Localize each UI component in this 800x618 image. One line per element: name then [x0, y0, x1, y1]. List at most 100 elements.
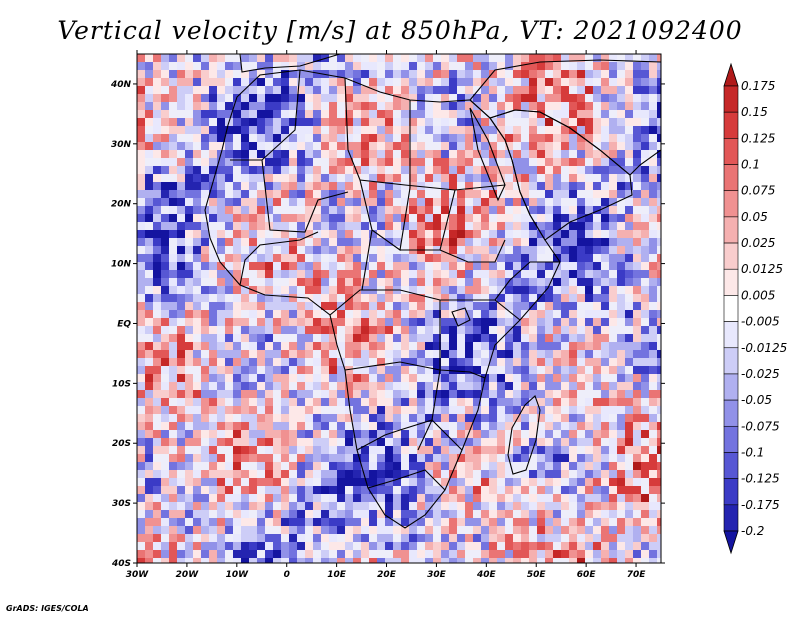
field-cell: [193, 110, 201, 118]
field-cell: [513, 246, 521, 254]
field-cell: [649, 182, 657, 190]
field-cell: [273, 542, 281, 550]
field-cell: [249, 230, 257, 238]
field-cell: [457, 366, 465, 374]
field-cell: [649, 526, 657, 534]
field-cell: [305, 246, 313, 254]
field-cell: [609, 198, 617, 206]
field-cell: [313, 190, 321, 198]
field-cell: [577, 118, 585, 126]
field-cell: [169, 310, 177, 318]
field-cell: [601, 70, 609, 78]
field-cell: [345, 510, 353, 518]
field-cell: [481, 246, 489, 254]
field-cell: [185, 534, 193, 542]
field-cell: [297, 486, 305, 494]
field-cell: [545, 414, 553, 422]
field-cell: [641, 190, 649, 198]
field-cell: [633, 302, 641, 310]
field-cell: [353, 94, 361, 102]
field-cell: [153, 518, 161, 526]
field-cell: [393, 510, 401, 518]
field-cell: [225, 486, 233, 494]
field-cell: [361, 310, 369, 318]
field-cell: [537, 70, 545, 78]
field-cell: [289, 478, 297, 486]
field-cell: [481, 382, 489, 390]
field-cell: [337, 86, 345, 94]
field-cell: [137, 430, 145, 438]
field-cell: [473, 422, 481, 430]
field-cell: [321, 326, 329, 334]
field-cell: [297, 558, 305, 563]
field-cell: [377, 166, 385, 174]
colorbar-level-label: -0.125: [741, 472, 780, 486]
field-cell: [529, 294, 537, 302]
field-cell: [329, 286, 337, 294]
colorbar-level-label: 0.025: [741, 236, 775, 250]
field-cell: [593, 54, 601, 62]
field-cell: [361, 158, 369, 166]
field-cell: [577, 270, 585, 278]
field-cell: [361, 502, 369, 510]
colorbar-swatch: [723, 425, 739, 453]
field-cell: [433, 270, 441, 278]
field-cell: [465, 190, 473, 198]
field-cell: [281, 518, 289, 526]
field-cell: [297, 414, 305, 422]
field-cell: [385, 70, 393, 78]
field-cell: [297, 398, 305, 406]
field-cell: [433, 222, 441, 230]
field-cell: [449, 350, 457, 358]
field-cell: [265, 62, 273, 70]
field-cell: [601, 350, 609, 358]
field-cell: [297, 102, 305, 110]
field-cell: [521, 350, 529, 358]
field-cell: [361, 206, 369, 214]
field-cell: [209, 486, 217, 494]
field-cell: [513, 358, 521, 366]
field-cell: [417, 102, 425, 110]
field-cell: [305, 558, 313, 563]
field-cell: [593, 470, 601, 478]
field-cell: [145, 110, 153, 118]
field-cell: [633, 366, 641, 374]
field-cell: [465, 310, 473, 318]
field-cell: [329, 502, 337, 510]
field-cell: [225, 462, 233, 470]
field-cell: [545, 206, 553, 214]
field-cell: [177, 310, 185, 318]
field-cell: [385, 142, 393, 150]
field-cell: [257, 294, 265, 302]
field-cell: [529, 142, 537, 150]
field-cell: [473, 350, 481, 358]
field-cell: [313, 134, 321, 142]
field-cell: [201, 310, 209, 318]
field-cell: [345, 518, 353, 526]
field-cell: [185, 510, 193, 518]
field-cell: [553, 382, 561, 390]
field-cell: [233, 126, 241, 134]
field-cell: [145, 510, 153, 518]
field-cell: [417, 534, 425, 542]
field-cell: [529, 278, 537, 286]
field-cell: [449, 550, 457, 558]
field-cell: [289, 438, 297, 446]
field-cell: [497, 398, 505, 406]
field-cell: [545, 230, 553, 238]
field-cell: [137, 286, 145, 294]
field-cell: [657, 486, 661, 494]
field-cell: [417, 294, 425, 302]
field-cell: [521, 510, 529, 518]
field-cell: [233, 158, 241, 166]
field-cell: [369, 366, 377, 374]
field-cell: [633, 358, 641, 366]
field-cell: [193, 302, 201, 310]
field-cell: [217, 278, 225, 286]
field-cell: [353, 366, 361, 374]
field-cell: [473, 446, 481, 454]
field-cell: [329, 182, 337, 190]
field-cell: [497, 70, 505, 78]
field-cell: [177, 222, 185, 230]
field-cell: [633, 222, 641, 230]
